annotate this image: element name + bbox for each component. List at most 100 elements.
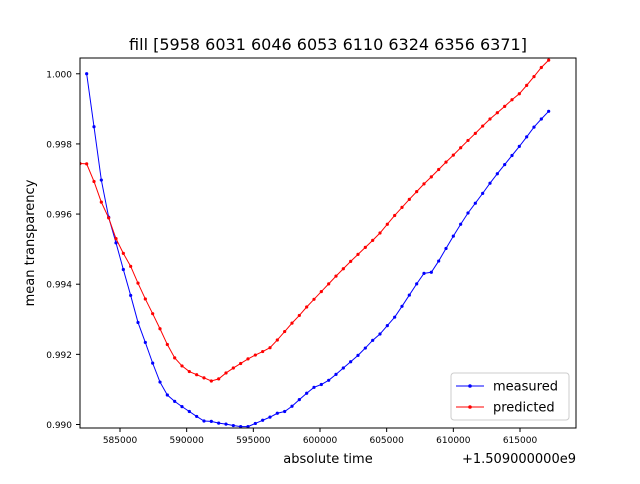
- data-point-predicted: [437, 167, 441, 172]
- data-point-measured: [202, 419, 206, 423]
- data-point-predicted: [143, 297, 147, 301]
- data-point-predicted: [239, 361, 243, 366]
- data-point-predicted: [158, 327, 162, 331]
- data-point-measured: [143, 340, 147, 345]
- data-point-measured: [444, 246, 448, 251]
- y-tick-label: 0.990: [46, 421, 72, 431]
- data-point-measured: [473, 201, 477, 205]
- data-point-predicted: [451, 153, 455, 157]
- data-point-predicted: [429, 175, 433, 179]
- data-point-predicted: [290, 321, 294, 325]
- x-axis: 585000 590000 595000 600000 605000 610000 6150…: [103, 428, 538, 446]
- data-point-measured: [209, 419, 213, 423]
- data-point-measured: [539, 117, 543, 121]
- data-point-predicted: [268, 346, 272, 350]
- legend-label: measured: [493, 380, 558, 395]
- data-point-predicted: [297, 313, 301, 318]
- data-point-predicted: [407, 197, 411, 201]
- data-point-measured: [466, 211, 470, 215]
- data-point-measured: [312, 385, 316, 389]
- y-tick-label: 0.992: [46, 351, 72, 361]
- y-tick-label: 0.998: [46, 140, 72, 150]
- data-point-predicted: [422, 182, 426, 186]
- x-axis-offset-label: +1.509000000e9: [462, 452, 576, 467]
- data-point-predicted: [341, 267, 345, 271]
- legend-label: predicted: [493, 401, 555, 416]
- data-point-measured: [297, 397, 301, 402]
- data-point-predicted: [151, 312, 155, 316]
- data-point-measured: [217, 421, 221, 425]
- data-point-measured: [195, 414, 199, 419]
- data-point-predicted: [473, 131, 477, 135]
- legend-marker-swatch: [468, 405, 472, 409]
- data-point-predicted: [180, 364, 184, 368]
- data-point-measured: [136, 320, 140, 325]
- series-predicted: [80, 58, 551, 383]
- data-point-predicted: [334, 274, 338, 278]
- y-tick-label: 0.996: [46, 211, 72, 221]
- legend-box: [450, 372, 570, 421]
- data-point-predicted: [275, 338, 279, 342]
- data-point-predicted: [209, 379, 213, 383]
- data-point-predicted: [319, 289, 323, 294]
- data-point-measured: [349, 360, 353, 364]
- data-point-predicted: [231, 366, 235, 370]
- legend-entry-predicted: predicted: [456, 401, 555, 416]
- legend-marker-swatch: [468, 384, 472, 388]
- data-point-predicted: [327, 282, 331, 286]
- data-point-measured: [305, 391, 309, 395]
- data-point-predicted: [121, 251, 125, 255]
- plot-frame: [79, 57, 577, 429]
- data-point-measured: [429, 270, 433, 274]
- x-tick-label: 615000: [503, 436, 538, 446]
- data-point-measured: [187, 409, 191, 414]
- data-point-measured: [503, 163, 507, 167]
- plot-area: [79, 57, 577, 429]
- data-point-predicted: [202, 376, 206, 380]
- data-point-predicted: [107, 216, 111, 220]
- y-tick-label: 0.994: [46, 281, 72, 291]
- data-point-predicted: [371, 238, 375, 242]
- data-point-measured: [158, 380, 162, 384]
- legend: measured predicted: [450, 372, 570, 421]
- data-point-predicted: [246, 357, 250, 361]
- series-line-measured: [86, 73, 550, 428]
- data-point-predicted: [547, 58, 551, 62]
- plot-background: [80, 58, 576, 428]
- data-point-measured: [85, 72, 89, 76]
- data-point-predicted: [532, 74, 536, 79]
- data-point-predicted: [195, 373, 199, 377]
- data-point-predicted: [224, 371, 228, 375]
- data-point-measured: [275, 411, 279, 415]
- y-tick-label: 1.000: [46, 70, 72, 80]
- data-point-predicted: [415, 190, 419, 194]
- data-point-predicted: [261, 349, 265, 354]
- data-point-predicted: [525, 83, 529, 87]
- data-point-measured: [451, 234, 455, 238]
- x-axis-label: absolute time: [283, 452, 372, 467]
- data-point-measured: [437, 259, 441, 263]
- x-tick-label: 585000: [103, 436, 138, 446]
- data-point-measured: [165, 393, 169, 397]
- data-point-measured: [151, 361, 155, 365]
- data-point-predicted: [173, 356, 177, 360]
- data-point-measured: [341, 366, 345, 370]
- series-layer: [80, 58, 551, 428]
- data-point-predicted: [378, 231, 382, 235]
- data-point-predicted: [165, 342, 169, 347]
- data-point-predicted: [517, 92, 521, 96]
- data-point-predicted: [466, 138, 470, 143]
- y-axis: 0.990 0.992 0.994 0.996 0.998 1.000: [46, 70, 80, 431]
- data-point-measured: [400, 304, 404, 308]
- data-point-measured: [92, 125, 96, 129]
- data-point-measured: [488, 181, 492, 185]
- data-point-measured: [525, 135, 529, 139]
- data-point-measured: [129, 293, 133, 298]
- data-point-measured: [415, 282, 419, 286]
- data-point-measured: [246, 425, 250, 428]
- data-point-measured: [114, 241, 118, 245]
- data-point-measured: [239, 425, 243, 428]
- data-point-measured: [495, 172, 499, 176]
- x-tick-label: 605000: [369, 436, 404, 446]
